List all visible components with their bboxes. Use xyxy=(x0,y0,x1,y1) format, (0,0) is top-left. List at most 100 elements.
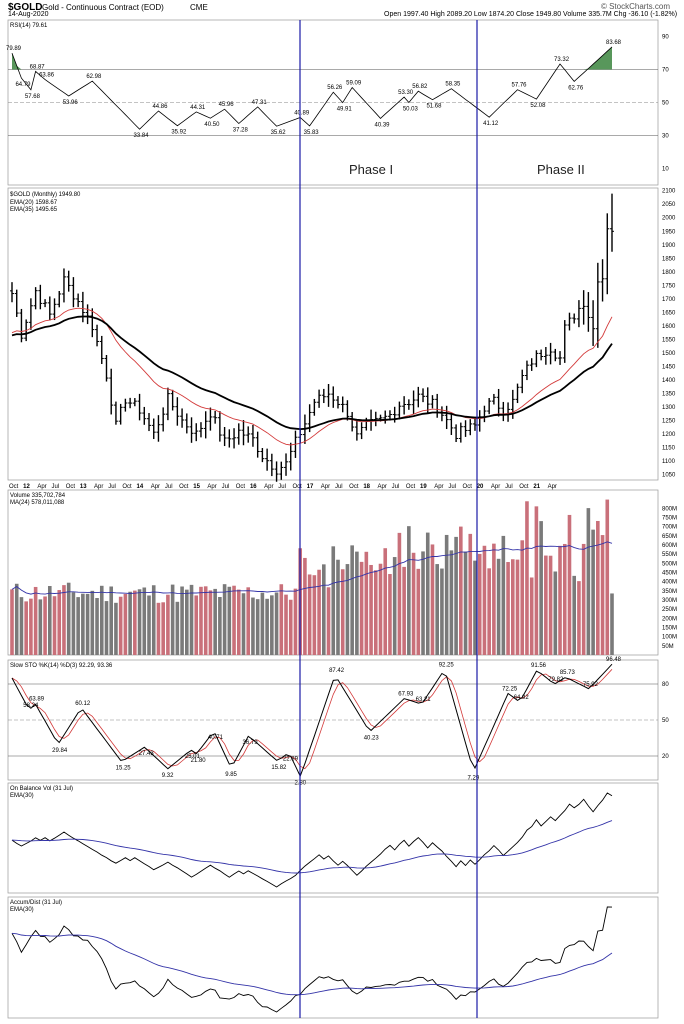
rsi-label: 47.31 xyxy=(252,100,268,106)
stoch-label: 92.25 xyxy=(439,662,455,668)
volume-bar xyxy=(581,543,586,655)
rsi-label: 57.68 xyxy=(25,94,41,100)
volume-bar xyxy=(180,586,184,655)
volume-bar xyxy=(170,584,175,655)
rsi-label: 35.92 xyxy=(171,130,187,136)
price-tick-1200: 1200 xyxy=(662,432,676,438)
volume-tick-50: 50M xyxy=(662,644,674,650)
volume-bar xyxy=(47,586,52,655)
volume-bar xyxy=(251,597,255,655)
volume-bar xyxy=(213,588,217,655)
volume-bar xyxy=(449,550,454,655)
stoch-k-line xyxy=(11,663,613,778)
volume-bar xyxy=(501,535,506,655)
x-tick: 21 xyxy=(533,484,540,490)
rsi-label: 68.87 xyxy=(30,64,46,70)
volume-bar xyxy=(397,532,402,655)
x-tick: Oct xyxy=(122,484,132,490)
volume-bar xyxy=(85,593,90,655)
price-tick-1400: 1400 xyxy=(662,378,676,384)
x-tick: 19 xyxy=(420,484,427,490)
volume-bar xyxy=(133,590,137,655)
phase-lines: Phase I Phase II xyxy=(299,20,585,1018)
volume-bar xyxy=(114,602,118,655)
volume-bar xyxy=(553,571,558,655)
volume-bar xyxy=(510,559,515,655)
x-tick: Apr xyxy=(94,484,103,490)
stoch-label: 9.85 xyxy=(225,772,237,778)
volume-bar xyxy=(567,514,572,655)
volume-bar xyxy=(279,584,284,655)
volume-tick-550: 550M xyxy=(662,552,677,558)
stoch-tick-80: 80 xyxy=(662,682,669,688)
volume-bar xyxy=(506,562,510,655)
rsi-label: 45.96 xyxy=(219,102,235,108)
stochastic-panel: 20 50 80 Slow STO %K(14) %D(3) 92.29, 93.36… xyxy=(7,657,669,787)
stoch-label: 40.71 xyxy=(208,735,224,741)
stoch-label: 40.23 xyxy=(364,736,380,742)
volume-bar xyxy=(496,558,501,655)
volume-bar xyxy=(175,601,180,655)
volume-bar xyxy=(350,545,354,655)
volume-ma-line xyxy=(11,541,613,595)
volume-tick-300: 300M xyxy=(662,598,677,604)
volume-bar xyxy=(468,533,473,655)
volume-bar xyxy=(147,595,151,655)
stoch-label: 79.82 xyxy=(548,677,564,683)
volume-bar xyxy=(463,551,468,655)
stoch-label: 75.92 xyxy=(583,682,599,688)
volume-bar xyxy=(610,593,614,655)
x-tick: Oct xyxy=(9,484,19,490)
stoch-label: 25.01 xyxy=(185,754,201,760)
ad-frame xyxy=(7,896,659,1019)
x-tick: Apr xyxy=(37,484,46,490)
stoch-label: 72.25 xyxy=(502,686,518,692)
volume-bar xyxy=(529,577,534,655)
volume-bar xyxy=(539,521,543,655)
volume-bar xyxy=(317,569,321,655)
price-tick-1100: 1100 xyxy=(662,459,676,465)
rsi-label: 41.12 xyxy=(483,121,499,127)
volume-bar xyxy=(322,564,326,655)
stoch-label: 63.89 xyxy=(29,696,45,702)
rsi-label: 53.96 xyxy=(63,100,79,106)
x-tick: Oct xyxy=(349,484,359,490)
volume-bar xyxy=(312,575,317,655)
rsi-tick-10: 10 xyxy=(662,167,669,173)
volume-bar xyxy=(57,590,62,655)
volume-bar xyxy=(260,592,265,655)
x-tick: Jul xyxy=(278,484,286,490)
volume-bar xyxy=(482,545,487,655)
volume-bar xyxy=(161,602,165,655)
volume-bar xyxy=(345,564,350,655)
volume-bar xyxy=(435,564,439,655)
x-tick: Oct xyxy=(292,484,302,490)
volume-bar xyxy=(199,586,203,655)
price-tick-1300: 1300 xyxy=(662,405,676,411)
volume-bar xyxy=(440,568,444,655)
volume-bar xyxy=(90,590,95,655)
chart-date: 14-Aug-2020 xyxy=(8,11,49,18)
rsi-label: 53.30 xyxy=(398,90,414,96)
volume-bar xyxy=(246,587,251,655)
price-tick-1900: 1900 xyxy=(662,243,676,249)
volume-bar xyxy=(487,568,491,655)
rsi-tick-30: 30 xyxy=(662,134,669,140)
rsi-panel: 10 30 50 70 90 RSI(14) 79.61 79.89 64.79 68.87 57… xyxy=(6,19,669,186)
x-tick: Apr xyxy=(264,484,273,490)
volume-bar xyxy=(81,593,85,655)
stoch-d-line xyxy=(11,669,613,770)
watermark: © StockCharts.com xyxy=(600,2,670,11)
volume-bar xyxy=(52,596,57,655)
ema35-line xyxy=(11,315,613,431)
volume-bar xyxy=(402,566,406,655)
volume-bar xyxy=(123,593,128,655)
volume-bar xyxy=(411,552,416,655)
volume-bar xyxy=(227,586,232,655)
rsi-label: 79.89 xyxy=(6,46,22,52)
rsi-label: 44.31 xyxy=(190,105,206,111)
stoch-label: 67.93 xyxy=(398,691,414,697)
volume-bar xyxy=(340,569,345,655)
volume-bar xyxy=(19,597,24,655)
stoch-tick-50: 50 xyxy=(662,718,669,724)
